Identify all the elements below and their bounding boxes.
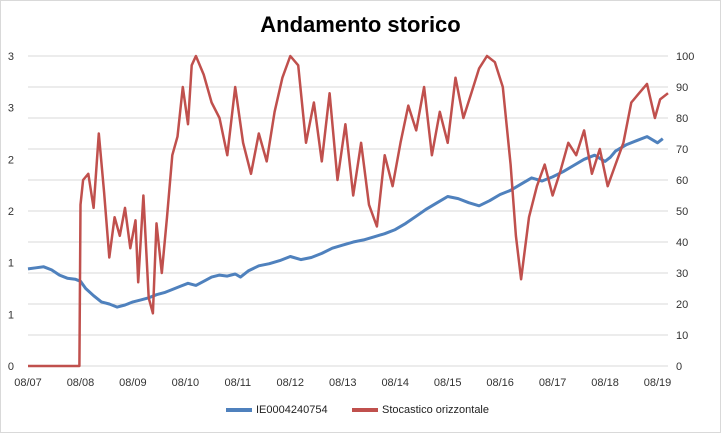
y-right-tick-label: 20	[676, 299, 688, 311]
x-tick-label: 08/07	[14, 377, 42, 389]
x-tick-label: 08/13	[329, 377, 357, 389]
y-left-tick-label: 0	[8, 361, 14, 373]
legend-label-ie0004240754: IE0004240754	[256, 404, 328, 416]
legend-item-stocastico: Stocastico orizzontale	[352, 404, 489, 416]
chart-title: Andamento storico	[260, 12, 461, 37]
y-right-tick-label: 60	[676, 175, 688, 187]
y-right-tick-label: 80	[676, 113, 688, 125]
x-tick-label: 08/08	[67, 377, 95, 389]
legend-item-ie0004240754: IE0004240754	[226, 404, 328, 416]
x-tick-label: 08/09	[119, 377, 147, 389]
y-right-tick-label: 70	[676, 144, 688, 156]
y-right-tick-label: 100	[676, 51, 694, 63]
y-right-tick-label: 10	[676, 330, 688, 342]
y-left-tick-label: 1	[8, 258, 14, 270]
y-right-tick-label: 90	[676, 82, 688, 94]
legend: IE0004240754 Stocastico orizzontale	[0, 404, 721, 422]
y-left-tick-label: 2	[8, 206, 14, 218]
x-tick-label: 08/12	[277, 377, 305, 389]
x-tick-label: 08/19	[644, 377, 672, 389]
x-tick-label: 08/14	[381, 377, 409, 389]
y-left-tick-label: 2	[8, 154, 14, 166]
series-line-ie0004240754	[27, 135, 664, 309]
y-left-tick-label: 3	[8, 103, 14, 115]
y-left-tick-label: 3	[8, 51, 14, 63]
x-tick-label: 08/15	[434, 377, 462, 389]
series-line-stocastico	[28, 54, 669, 368]
y-right-tick-label: 50	[676, 206, 688, 218]
x-tick-label: 08/17	[539, 377, 567, 389]
y-right-tick-label: 0	[676, 361, 682, 373]
legend-label-stocastico: Stocastico orizzontale	[382, 404, 489, 416]
x-tick-label: 08/10	[172, 377, 200, 389]
x-tick-label: 08/11	[224, 377, 251, 389]
x-tick-label: 08/16	[486, 377, 514, 389]
y-right-tick-label: 30	[676, 268, 688, 280]
y-right-tick-label: 40	[676, 237, 688, 249]
legend-swatch-blue	[226, 408, 252, 412]
legend-swatch-red	[352, 408, 378, 412]
x-tick-label: 08/18	[591, 377, 619, 389]
y-left-tick-label: 1	[8, 309, 14, 321]
